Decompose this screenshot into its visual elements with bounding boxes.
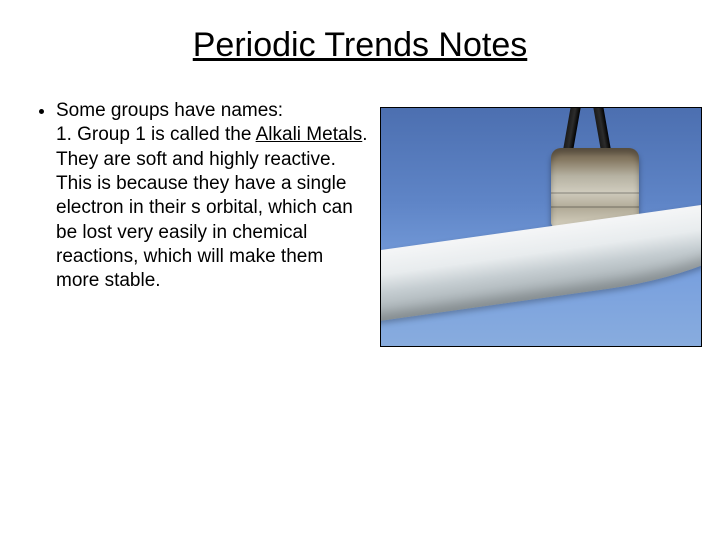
page-title: Periodic Trends Notes — [30, 26, 690, 65]
bullet-item1-underlined: Alkali Metals — [256, 124, 363, 145]
bullet-intro: Some groups have names: — [56, 100, 283, 121]
bullet-item1-prefix: 1. Group 1 is called the — [56, 124, 256, 145]
slide: Periodic Trends Notes Some groups have n… — [0, 0, 720, 540]
alkali-metal-photo — [380, 107, 702, 347]
text-column: Some groups have names: 1. Group 1 is ca… — [30, 99, 370, 294]
list-item: Some groups have names: 1. Group 1 is ca… — [56, 99, 370, 294]
bullet-list: Some groups have names: 1. Group 1 is ca… — [30, 99, 370, 294]
bullet-item1-suffix: . They are soft and highly reactive. Thi… — [56, 124, 368, 291]
content-row: Some groups have names: 1. Group 1 is ca… — [30, 99, 690, 347]
image-column — [370, 99, 702, 347]
